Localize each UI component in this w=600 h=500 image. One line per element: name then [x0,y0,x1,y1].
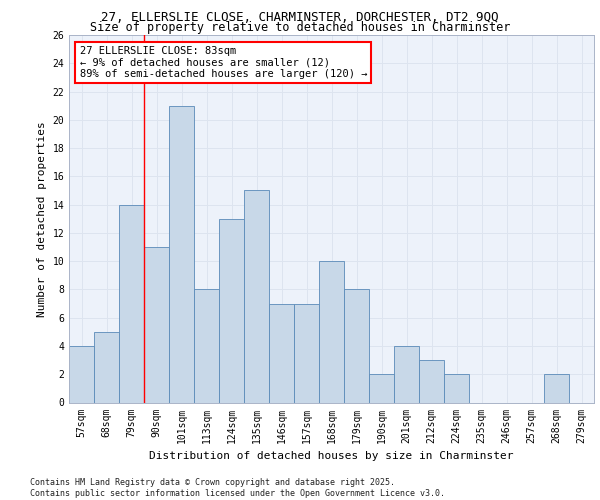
Bar [144,247,169,402]
Text: 27, ELLERSLIE CLOSE, CHARMINSTER, DORCHESTER, DT2 9QQ: 27, ELLERSLIE CLOSE, CHARMINSTER, DORCHE… [101,11,499,24]
Bar [419,360,444,403]
Bar [119,204,144,402]
Bar [69,346,94,403]
Bar [244,190,269,402]
Bar [369,374,394,402]
Bar [444,374,469,402]
Bar [319,261,344,402]
Bar [194,290,219,403]
Text: 27 ELLERSLIE CLOSE: 83sqm
← 9% of detached houses are smaller (12)
89% of semi-d: 27 ELLERSLIE CLOSE: 83sqm ← 9% of detach… [79,46,367,79]
Text: Size of property relative to detached houses in Charminster: Size of property relative to detached ho… [90,21,510,34]
X-axis label: Distribution of detached houses by size in Charminster: Distribution of detached houses by size … [149,451,514,461]
Bar [169,106,194,403]
Bar [344,290,369,403]
Text: Contains HM Land Registry data © Crown copyright and database right 2025.
Contai: Contains HM Land Registry data © Crown c… [30,478,445,498]
Bar [394,346,419,403]
Bar [544,374,569,402]
Bar [219,219,244,402]
Bar [269,304,294,402]
Bar [294,304,319,402]
Bar [94,332,119,402]
Y-axis label: Number of detached properties: Number of detached properties [37,121,47,316]
